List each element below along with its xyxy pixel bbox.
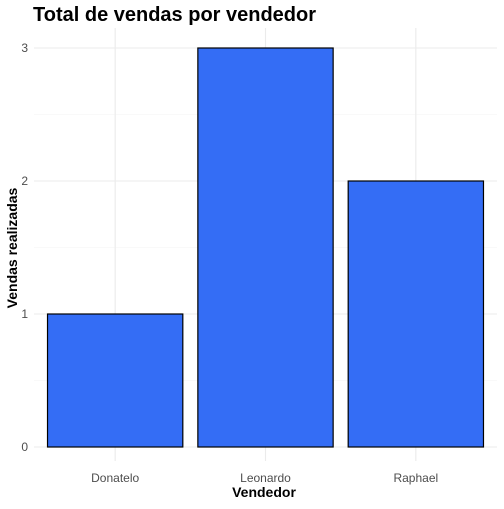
x-tick-label: Leonardo [240,471,291,485]
x-tick-label: Donatelo [91,471,139,485]
x-tick-label: Raphael [393,471,438,485]
bar-raphael [347,180,485,448]
bar-donatelo [46,313,184,448]
y-tick-label: 2 [21,174,28,188]
bars [46,47,485,448]
chart-title: Total de vendas por vendedor [33,4,316,26]
bar-leonardo [197,47,334,448]
y-axis-title: Vendas realizadas [4,187,20,308]
x-axis-ticks: Donatelo Leonardo Raphael [91,471,438,485]
y-axis-ticks: 0 1 2 3 [21,41,28,454]
y-tick-label: 3 [21,41,28,55]
x-axis-title: Vendedor [232,484,296,500]
y-tick-label: 1 [21,307,28,321]
y-tick-label: 0 [21,440,28,454]
